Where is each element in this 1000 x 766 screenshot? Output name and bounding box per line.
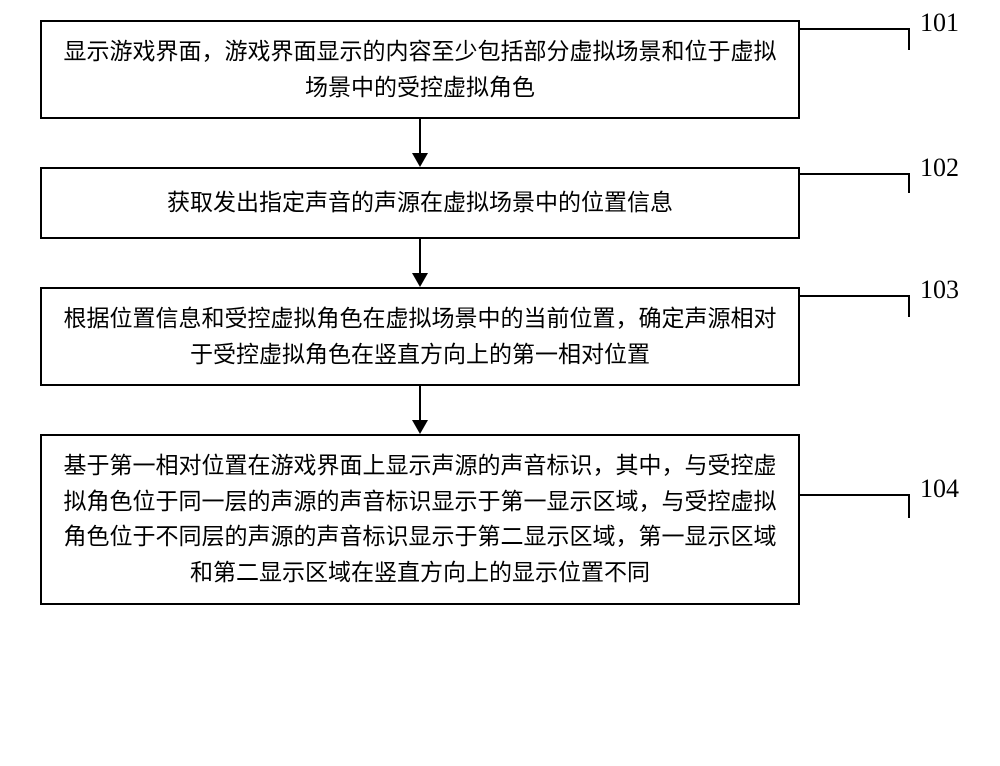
- label-104: 104: [920, 474, 959, 504]
- leader-104: [800, 494, 910, 518]
- step-box-101: 显示游戏界面，游戏界面显示的内容至少包括部分虚拟场景和位于虚拟场景中的受控虚拟角…: [40, 20, 800, 119]
- arrow-head-icon: [412, 273, 428, 287]
- step-box-102: 获取发出指定声音的声源在虚拟场景中的位置信息: [40, 167, 800, 239]
- arrow-102-103: [40, 239, 800, 287]
- label-101: 101: [920, 8, 959, 38]
- step-box-103: 根据位置信息和受控虚拟角色在虚拟场景中的当前位置，确定声源相对于受控虚拟角色在竖…: [40, 287, 800, 386]
- step-text-104: 基于第一相对位置在游戏界面上显示声源的声音标识，其中，与受控虚拟角色位于同一层的…: [64, 453, 777, 585]
- label-103: 103: [920, 275, 959, 305]
- leader-101: [800, 28, 910, 50]
- arrow-line: [419, 239, 421, 275]
- step-text-103: 根据位置信息和受控虚拟角色在虚拟场景中的当前位置，确定声源相对于受控虚拟角色在竖…: [64, 306, 777, 367]
- step-box-104: 基于第一相对位置在游戏界面上显示声源的声音标识，其中，与受控虚拟角色位于同一层的…: [40, 434, 800, 605]
- step-text-102: 获取发出指定声音的声源在虚拟场景中的位置信息: [167, 190, 673, 215]
- step-row-101: 显示游戏界面，游戏界面显示的内容至少包括部分虚拟场景和位于虚拟场景中的受控虚拟角…: [40, 20, 960, 119]
- step-text-101: 显示游戏界面，游戏界面显示的内容至少包括部分虚拟场景和位于虚拟场景中的受控虚拟角…: [64, 39, 777, 100]
- arrow-head-icon: [412, 153, 428, 167]
- arrow-103-104: [40, 386, 800, 434]
- leader-102: [800, 173, 910, 193]
- step-row-102: 获取发出指定声音的声源在虚拟场景中的位置信息 102: [40, 167, 960, 239]
- label-102: 102: [920, 153, 959, 183]
- arrow-line: [419, 119, 421, 155]
- arrow-head-icon: [412, 420, 428, 434]
- step-row-104: 基于第一相对位置在游戏界面上显示声源的声音标识，其中，与受控虚拟角色位于同一层的…: [40, 434, 960, 605]
- flowchart-container: 显示游戏界面，游戏界面显示的内容至少包括部分虚拟场景和位于虚拟场景中的受控虚拟角…: [40, 20, 960, 605]
- arrow-101-102: [40, 119, 800, 167]
- arrow-line: [419, 386, 421, 422]
- step-row-103: 根据位置信息和受控虚拟角色在虚拟场景中的当前位置，确定声源相对于受控虚拟角色在竖…: [40, 287, 960, 386]
- leader-103: [800, 295, 910, 317]
